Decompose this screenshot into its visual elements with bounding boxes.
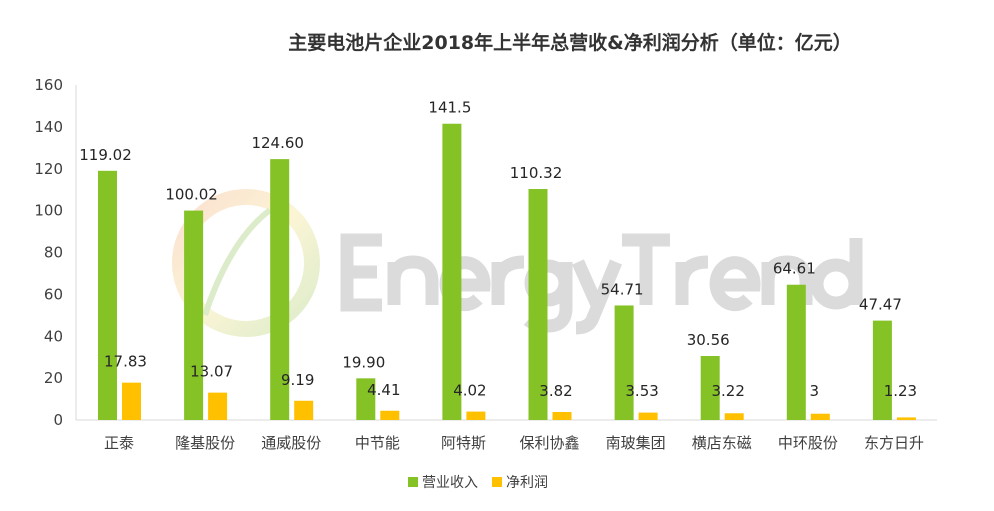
y-tick-label: 140	[34, 118, 63, 136]
profit-bar	[638, 412, 658, 420]
watermark-lettering	[340, 233, 863, 335]
revenue-data-label: 64.61	[773, 260, 816, 278]
revenue-data-label: 30.56	[687, 331, 730, 349]
y-tick-label: 80	[44, 244, 63, 262]
x-tick-label: 中环股份	[778, 434, 838, 452]
legend-swatch-1	[492, 477, 502, 487]
x-tick-label: 正泰	[104, 434, 134, 452]
x-tick-label: 南玻集团	[606, 434, 666, 452]
y-tick-label: 0	[53, 411, 63, 429]
x-tick-label: 阿特斯	[441, 434, 486, 452]
x-tick-label: 横店东磁	[692, 434, 752, 452]
revenue-data-label: 141.5	[428, 99, 471, 117]
y-tick-label: 60	[44, 285, 63, 303]
revenue-data-label: 54.71	[601, 280, 644, 298]
profit-bar	[208, 392, 228, 420]
profit-bar	[810, 413, 830, 420]
x-tick-label: 东方日升	[864, 434, 924, 452]
y-tick-label: 100	[34, 202, 63, 220]
legend-label-0: 营业收入	[422, 475, 478, 491]
profit-data-label: 3.22	[711, 382, 744, 400]
y-tick-label: 20	[44, 369, 63, 387]
profit-data-label: 1.23	[884, 382, 917, 400]
profit-data-label: 3	[810, 382, 820, 400]
revenue-bar	[700, 356, 720, 420]
revenue-bar	[872, 320, 892, 420]
revenue-data-label: 124.60	[251, 134, 304, 152]
profit-data-label: 3.82	[539, 382, 572, 400]
revenue-data-label: 100.02	[165, 186, 218, 204]
watermark-logo	[172, 189, 320, 337]
revenue-bar	[184, 210, 204, 420]
legend: 营业收入 净利润	[408, 475, 548, 491]
profit-data-label: 4.41	[367, 381, 400, 399]
x-tick-label: 隆基股份	[175, 434, 235, 452]
revenue-data-label: 110.32	[510, 164, 563, 182]
profit-data-label: 9.19	[281, 371, 314, 389]
profit-data-label: 13.07	[190, 363, 233, 381]
profit-data-label: 4.02	[453, 382, 486, 400]
axes: 0 20 40 60 80 100 120 140 160 正泰 隆基股份 通威股份 中节能 阿特斯 保利协…	[34, 76, 937, 452]
revenue-bar	[356, 378, 376, 420]
revenue-bar	[442, 123, 462, 420]
profit-bar	[896, 417, 916, 420]
bars: 119.02 17.83 100.02 13.07 124.60 9.19 19.90 4.4…	[79, 99, 917, 420]
legend-label-1: 净利润	[506, 475, 548, 491]
profit-bar	[380, 410, 400, 420]
profit-bar	[724, 413, 744, 420]
revenue-data-label: 47.47	[859, 296, 902, 314]
legend-swatch-0	[408, 477, 418, 487]
revenue-data-label: 119.02	[79, 146, 132, 164]
y-tick-label: 160	[34, 76, 63, 94]
revenue-bar	[270, 159, 290, 420]
y-tick-label: 120	[34, 160, 63, 178]
profit-bar	[294, 400, 314, 420]
x-tick-label: 保利协鑫	[520, 434, 580, 452]
profit-bar	[122, 382, 141, 420]
profit-data-label: 3.53	[625, 382, 658, 400]
profit-data-label: 17.83	[104, 353, 147, 371]
profit-bar	[466, 411, 486, 420]
x-tick-label: 中节能	[355, 434, 400, 452]
revenue-bar	[528, 189, 548, 420]
y-tick-label: 40	[44, 327, 63, 345]
revenue-bar	[786, 284, 806, 420]
revenue-bar	[98, 170, 117, 420]
profit-bar	[552, 412, 572, 420]
x-tick-label: 通威股份	[261, 434, 321, 452]
chart-title: 主要电池片企业2018年上半年总营收&净利润分析（单位：亿元）	[288, 31, 851, 54]
revenue-data-label: 19.90	[342, 353, 385, 371]
revenue-bar	[614, 305, 634, 420]
